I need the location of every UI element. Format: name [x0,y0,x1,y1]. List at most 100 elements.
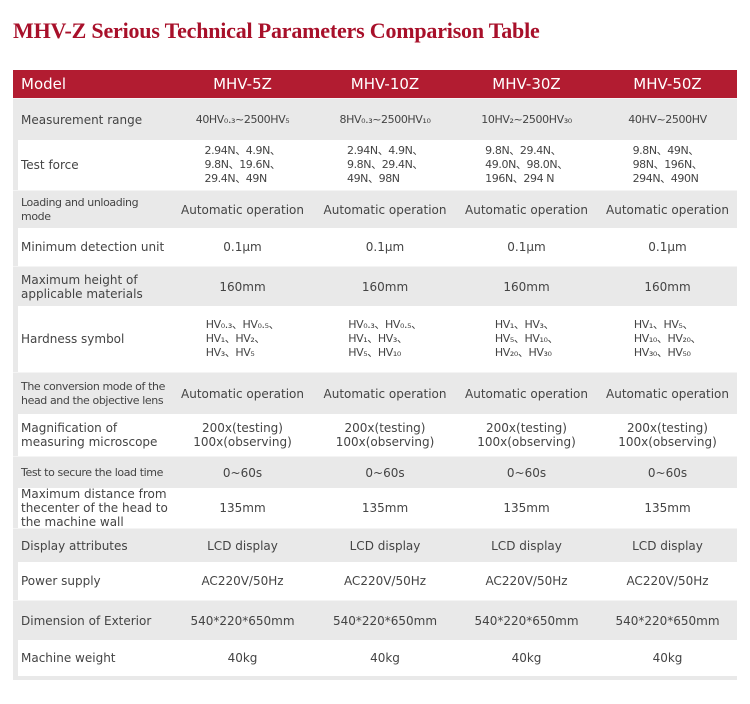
row-value-cell: 200x(testing) 100x(observing) [170,421,315,449]
cell-line: 100x(observing) [335,435,435,449]
table-row: Power supply AC220V/50Hz AC220V/50Hz AC220V… [18,562,737,600]
row-label: Hardness symbol [21,332,125,346]
cell-line: HV₅、HV₁₀ [348,346,401,359]
row-value-cell: 135mm [361,501,409,515]
row-value-cell: 2.94N、4.9N、 9.8N、29.4N、 49N、98N [315,144,455,186]
cell-line: 100x(observing) [193,435,292,449]
cell-line: HV₃₀、HV₅₀ [633,346,691,359]
row-value-cell: Automatic operation [323,203,447,217]
header-cell-model: Model [21,75,67,93]
cell-line: measuring microscope [21,435,158,449]
cell-lines: HV₁、HV₃、 HV₅、HV₁₀、 HV₂₀、HV₃₀ [494,318,559,360]
row-value-cell: HV₁、HV₃、 HV₅、HV₁₀、 HV₂₀、HV₃₀ [455,318,598,360]
comparison-table: Model MHV-5Z MHV-10Z MHV-30Z MHV-50Z Mea… [13,70,737,680]
row-value-cell: 200x(testing) 100x(observing) [455,421,598,449]
row-value-cell: AC220V/50Hz [201,574,284,588]
cell-line: 9.8N、29.4N、 [346,158,424,171]
row-label: Measurement range [21,113,143,127]
header-cell-mhv-30z: MHV-30Z [492,75,561,93]
row-value-cell: 9.8N、29.4N、 49.0N、98.0N、 196N、294 N [455,144,598,186]
cell-line: 2.94N、4.9N、 [346,144,424,157]
row-value-cell: 540*220*650mm [190,614,295,628]
row-value-cell: 540*220*650mm [474,614,579,628]
cell-line: HV₀.₃、HV₀.₅、 [348,318,422,331]
table-row: Measurement range 40HV₀.₃~2500HV₅ 8HV₀.₃~2… [13,98,737,141]
table-row: Test to secure the load time 0~60s 0~60s 0~… [13,456,737,489]
table-row: The conversion mode of the head and the o… [13,372,737,415]
cell-line: 200x(testing) [202,421,283,435]
table-row: Test force 2.94N、4.9N、 9.8N、19.6N、 29.4N、49… [18,140,737,190]
row-value-cell: 8HV₀.₃~2500HV₁₀ [339,113,431,126]
row-label: Test force [21,158,79,172]
row-value-cell: LCD display [349,539,421,553]
row-label: Loading and unloading mode [21,196,139,223]
cell-line: HV₃、HV₅ [205,346,255,359]
row-label: The conversion mode of the head and the o… [13,380,170,408]
row-value-cell: 0.1μm [365,240,405,254]
cell-lines: 9.8N、29.4N、 49.0N、98.0N、 196N、294 N [485,144,568,186]
cell-line: HV₁、HV₂、 [205,332,266,345]
row-value-cell: 160mm [644,280,691,294]
cell-line: 294N、490N [632,172,699,185]
row-value-cell: AC220V/50Hz [626,574,709,588]
row-label: Maximum distance from thecenter of the he… [18,487,170,529]
cell-line: HV₁、HV₃、 [494,318,555,331]
row-value-cell: LCD display [491,539,562,553]
cell-line: 98N、196N、 [632,158,703,171]
row-value-cell: Automatic operation [465,387,588,401]
row-value-cell: HV₀.₃、HV₀.₅、 HV₁、HV₃、 HV₅、HV₁₀ [315,318,455,360]
row-value-cell: 160mm [503,280,550,294]
row-value-cell: 0~60s [647,466,688,480]
cell-line: HV₁、HV₅、 [633,318,694,331]
cell-line: HV₅、HV₁₀、 [494,332,559,345]
cell-line: 100x(observing) [618,435,717,449]
cell-line: applicable materials [21,287,143,301]
table-row: Minimum detection unit 0.1μm 0.1μm 0.1μm 0.1… [18,228,737,266]
row-value-cell: 0~60s [506,466,547,480]
cell-line: 49.0N、98.0N、 [485,158,568,171]
row-value-cell: Automatic operation [606,203,729,217]
cell-lines: HV₁、HV₅、 HV₁₀、HV₂₀、 HV₃₀、HV₅₀ [633,318,702,360]
row-label: Magnification of measuring microscope [18,421,170,449]
table-row: Hardness symbol HV₀.₃、HV₀.₅、 HV₁、HV₂、 HV₃、H… [18,306,737,372]
table-row: Dimension of Exterior 540*220*650mm 540*22… [13,600,737,641]
table-row: Display attributes LCD display LCD display… [13,528,737,563]
row-label: Dimension of Exterior [21,614,152,628]
row-value-cell: 40kg [370,651,400,665]
cell-line: 200x(testing) [486,421,567,435]
row-value-cell: 0.1μm [223,240,262,254]
row-value-cell: 200x(testing) 100x(observing) [315,421,455,449]
header-cell-mhv-50z: MHV-50Z [633,75,702,93]
row-value-cell: AC220V/50Hz [485,574,568,588]
cell-line: 9.8N、19.6N、 [204,158,281,171]
table-row: Machine weight 40kg 40kg 40kg 40kg [18,640,737,676]
table-row: Maximum distance from thecenter of the he… [18,487,737,529]
row-value-cell: AC220V/50Hz [343,574,427,588]
row-label: Minimum detection unit [21,240,165,254]
row-value-cell: 40kg [652,651,683,665]
cell-line: HV₀.₃、HV₀.₅、 [205,318,280,331]
header-cell-mhv-10z: MHV-10Z [350,75,420,93]
row-value-cell: Automatic operation [606,387,729,401]
table-row: Magnification of measuring microscope 200x… [18,414,737,456]
row-label: Machine weight [21,651,116,665]
row-value-cell: 540*220*650mm [615,614,720,628]
table-row: Maximum height of applicable materials 160… [13,266,737,307]
row-value-cell: 135mm [219,501,266,515]
row-label: Power supply [21,574,101,588]
cell-line: head and the objective lens [21,394,164,407]
row-value-cell: LCD display [632,539,703,553]
row-value-cell: 160mm [361,280,409,294]
row-value-cell: 0.1μm [507,240,546,254]
row-value-cell: 160mm [219,280,266,294]
cell-line: 200x(testing) [627,421,708,435]
cell-line: Maximum distance from [21,487,167,501]
header-cell-mhv-5z: MHV-5Z [213,75,272,93]
cell-lines: HV₀.₃、HV₀.₅、 HV₁、HV₃、 HV₅、HV₁₀ [348,318,422,360]
cell-line: HV₁、HV₃、 [348,332,408,345]
cell-line: Magnification of [21,421,118,435]
row-value-cell: Automatic operation [465,203,588,217]
row-value-cell: Automatic operation [181,203,304,217]
cell-line: 9.8N、29.4N、 [485,144,562,157]
row-value-cell: 0~60s [365,466,405,480]
